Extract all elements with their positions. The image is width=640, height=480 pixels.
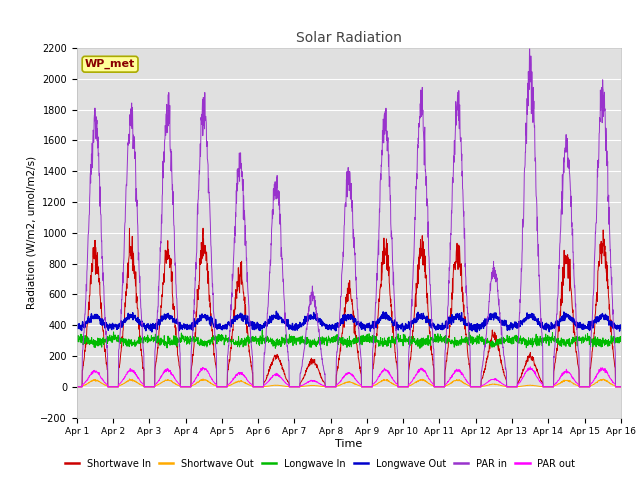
Y-axis label: Radiation (W/m2, umol/m2/s): Radiation (W/m2, umol/m2/s) [26,156,36,310]
Text: WP_met: WP_met [85,59,135,69]
Title: Solar Radiation: Solar Radiation [296,32,402,46]
Legend: Shortwave In, Shortwave Out, Longwave In, Longwave Out, PAR in, PAR out: Shortwave In, Shortwave Out, Longwave In… [61,455,579,473]
X-axis label: Time: Time [335,439,362,449]
